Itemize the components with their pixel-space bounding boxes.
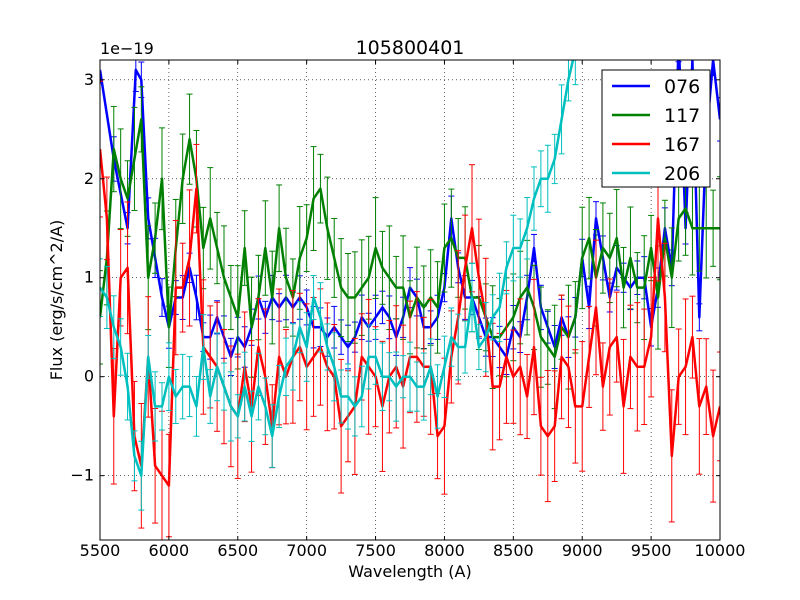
x-tick-label: 6500 — [217, 541, 258, 560]
legend-label-167: 167 — [664, 134, 700, 156]
y-axis-label: Flux (erg/s/cm^2/A) — [47, 220, 66, 381]
series-line-206 — [100, 60, 575, 477]
y-tick-label: 0 — [84, 367, 94, 386]
x-tick-label: 8000 — [424, 541, 465, 560]
legend: 076 117 167 206 — [601, 69, 711, 188]
y-offset-label: 1e−19 — [100, 39, 154, 58]
x-tick-label: 10000 — [695, 541, 746, 560]
x-tick-label: 8500 — [493, 541, 534, 560]
data-layer — [100, 60, 720, 540]
legend-box — [601, 69, 711, 188]
x-tick-label: 7500 — [355, 541, 396, 560]
legend-label-117: 117 — [664, 105, 700, 127]
ticks: 5500 6000 6500 7000 7500 8000 8500 9000 9500 1000… — [70, 60, 745, 560]
x-axis-label: Wavelength (A) — [348, 562, 471, 581]
series-206 — [100, 60, 579, 511]
x-tick-label: 7000 — [286, 541, 327, 560]
y-tick-label: −1 — [70, 466, 94, 485]
y-tick-label: 1 — [84, 268, 94, 287]
y-tick-label: 3 — [84, 70, 94, 89]
x-tick-label: 5500 — [80, 541, 121, 560]
x-tick-label: 9500 — [631, 541, 672, 560]
legend-label-076: 076 — [664, 76, 700, 98]
legend-label-206: 206 — [664, 163, 700, 185]
y-tick-label: 2 — [84, 169, 94, 188]
chart-title: 105800401 — [356, 37, 465, 59]
x-tick-label: 9000 — [562, 541, 603, 560]
plot-frame — [99, 59, 721, 541]
x-tick-label: 6000 — [149, 541, 190, 560]
